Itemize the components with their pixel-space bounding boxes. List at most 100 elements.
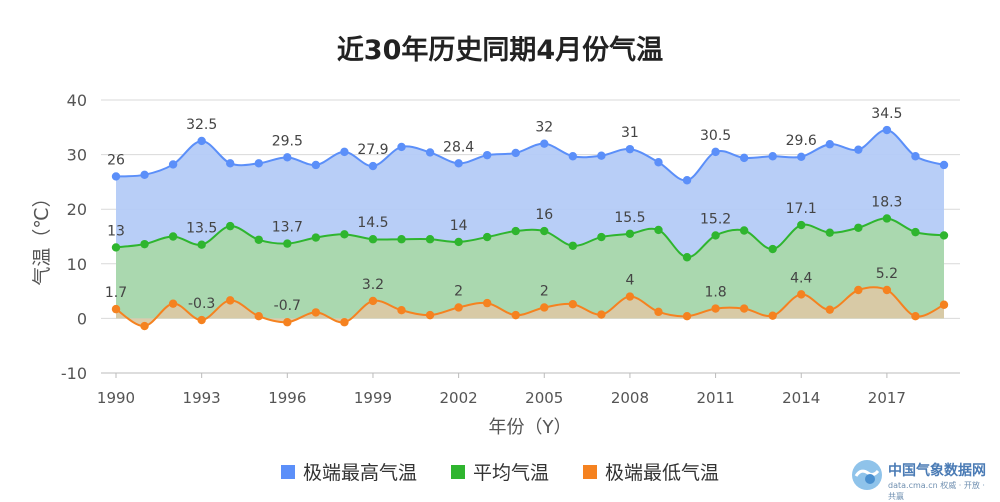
point-min — [882, 285, 892, 295]
point-min — [854, 285, 863, 295]
point-avg — [140, 239, 149, 249]
y-tick-label: 0 — [77, 309, 87, 328]
point-max — [682, 176, 692, 185]
point-min — [711, 304, 720, 313]
point-max — [254, 159, 263, 168]
point-min — [197, 315, 206, 325]
x-tick-label: 1999 — [354, 389, 392, 407]
point-avg — [368, 235, 378, 244]
legend-label-max: 极端最高气温 — [302, 462, 417, 484]
point-avg — [797, 220, 806, 230]
data-label-min: -0.7 — [274, 298, 301, 314]
legend-label-min: 极端最低气温 — [605, 462, 720, 484]
data-label-avg: 16 — [535, 207, 553, 223]
point-max — [882, 125, 892, 135]
y-tick-label: -10 — [61, 364, 87, 383]
point-min — [511, 310, 520, 320]
x-tick-label: 2008 — [611, 389, 649, 407]
point-avg — [425, 235, 435, 244]
point-max — [825, 140, 834, 149]
x-tick-label: 2002 — [440, 389, 478, 407]
point-avg — [625, 229, 635, 238]
legend-swatch-avg — [450, 464, 465, 479]
y-tick-label: 20 — [67, 200, 87, 219]
point-min — [597, 310, 606, 319]
cma-logo: 中国气象数据网 data.cma.cn 权威 · 开放 · 共赢 — [850, 458, 995, 501]
point-min — [939, 300, 949, 309]
point-max — [625, 144, 635, 154]
point-min — [682, 312, 692, 321]
point-max — [654, 158, 663, 167]
data-label-max: 28.4 — [443, 139, 474, 155]
legend-label-avg: 平均气温 — [472, 462, 549, 484]
point-avg — [111, 243, 121, 252]
point-min — [768, 311, 777, 320]
point-max — [739, 153, 749, 163]
point-avg — [454, 237, 463, 247]
point-min — [368, 296, 378, 306]
x-tick-label: 1996 — [268, 389, 306, 407]
legend-item-max[interactable]: 极端最高气温 — [280, 458, 417, 485]
data-label-min: 3.2 — [362, 277, 384, 293]
legend-item-avg[interactable]: 平均气温 — [450, 458, 549, 485]
point-avg — [168, 232, 178, 241]
data-label-avg: 13.5 — [186, 221, 217, 237]
cma-logo-subtext: data.cma.cn 权威 · 开放 · 共赢 — [888, 481, 985, 501]
y-tick-label: 30 — [67, 146, 87, 165]
point-avg — [825, 228, 834, 237]
chart-title: 近30年历史同期4月份气温 — [336, 35, 664, 66]
data-label-min: 4 — [625, 273, 634, 289]
point-max — [140, 170, 149, 180]
legend-swatch-max — [280, 464, 295, 479]
point-max — [226, 159, 235, 168]
point-avg — [511, 226, 520, 236]
point-max — [397, 142, 406, 152]
point-min — [283, 318, 292, 327]
point-min — [454, 303, 463, 312]
point-max — [340, 147, 349, 157]
point-max — [540, 139, 549, 148]
point-max — [425, 148, 435, 157]
point-avg — [739, 226, 749, 235]
point-max — [568, 152, 578, 161]
point-avg — [768, 244, 777, 254]
y-tick-label: 40 — [67, 91, 87, 110]
cma-logo-icon — [852, 460, 882, 490]
x-axis-title: 年份（Y） — [489, 417, 572, 438]
point-max — [768, 152, 777, 161]
point-max — [911, 152, 920, 161]
point-max — [168, 160, 178, 169]
point-min — [425, 310, 435, 320]
point-avg — [482, 232, 492, 242]
data-label-max: 32.5 — [186, 117, 217, 133]
legend-item-min[interactable]: 极端最低气温 — [583, 458, 719, 485]
point-max — [597, 151, 606, 160]
data-label-max: 27.9 — [357, 142, 388, 158]
legend-swatch-min — [583, 464, 597, 479]
point-max — [283, 153, 292, 162]
point-min — [654, 307, 663, 317]
point-avg — [711, 231, 720, 240]
data-label-max: 30.5 — [700, 128, 731, 144]
point-avg — [911, 227, 920, 237]
point-avg — [311, 233, 321, 242]
data-label-min: 5.2 — [876, 266, 898, 282]
point-min — [311, 308, 321, 317]
point-avg — [254, 235, 263, 244]
data-label-min: -0.3 — [188, 296, 215, 312]
point-max — [454, 159, 463, 168]
point-max — [854, 145, 863, 154]
point-avg — [654, 225, 663, 235]
data-label-avg: 15.2 — [700, 211, 731, 227]
point-avg — [540, 226, 549, 236]
data-label-max: 32 — [535, 120, 553, 136]
point-min — [625, 292, 635, 301]
data-label-max: 29.5 — [272, 133, 303, 149]
x-tick-label: 2017 — [868, 389, 906, 407]
x-tick-label: 2014 — [782, 389, 820, 407]
point-min — [797, 290, 806, 299]
data-label-avg: 18.3 — [871, 194, 902, 210]
point-min — [168, 299, 178, 308]
data-label-min: 4.4 — [790, 270, 812, 286]
data-label-max: 29.6 — [786, 133, 817, 149]
